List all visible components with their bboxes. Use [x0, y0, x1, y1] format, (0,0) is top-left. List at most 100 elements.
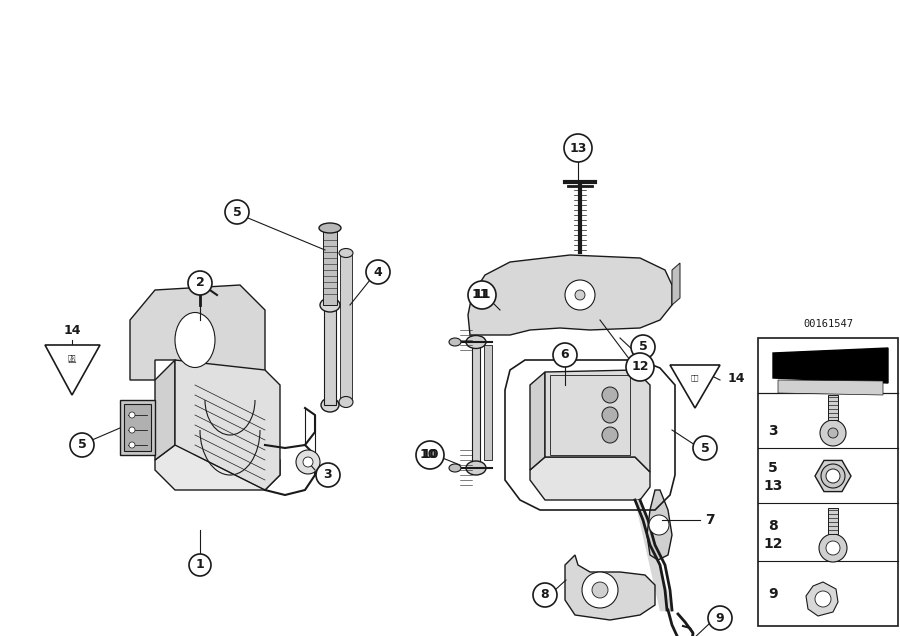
- Text: 2: 2: [195, 277, 204, 289]
- Circle shape: [564, 134, 592, 162]
- Polygon shape: [340, 255, 352, 400]
- Polygon shape: [45, 345, 100, 395]
- Circle shape: [815, 591, 831, 607]
- Polygon shape: [806, 582, 838, 616]
- Text: 11: 11: [472, 289, 489, 301]
- Circle shape: [565, 280, 595, 310]
- Text: ক্: ক্: [68, 355, 76, 361]
- Circle shape: [602, 407, 618, 423]
- Text: 13: 13: [570, 141, 587, 155]
- Text: 5: 5: [77, 438, 86, 452]
- Text: 10: 10: [419, 448, 436, 462]
- Circle shape: [626, 353, 654, 381]
- FancyBboxPatch shape: [758, 338, 898, 626]
- Polygon shape: [130, 285, 265, 400]
- Circle shape: [828, 428, 838, 438]
- Circle shape: [826, 469, 840, 483]
- Ellipse shape: [466, 336, 486, 349]
- Circle shape: [826, 541, 840, 555]
- Circle shape: [468, 281, 496, 309]
- Ellipse shape: [321, 398, 339, 412]
- Circle shape: [316, 463, 340, 487]
- Text: 4: 4: [374, 265, 382, 279]
- Text: 11: 11: [473, 289, 491, 301]
- Text: 13: 13: [763, 479, 783, 493]
- Circle shape: [416, 441, 444, 469]
- Polygon shape: [324, 310, 336, 405]
- Text: 1: 1: [195, 558, 204, 572]
- Text: 14: 14: [63, 324, 81, 336]
- Circle shape: [296, 450, 320, 474]
- Polygon shape: [565, 555, 655, 620]
- Circle shape: [188, 271, 212, 295]
- Circle shape: [129, 442, 135, 448]
- Polygon shape: [828, 508, 838, 534]
- Ellipse shape: [339, 396, 353, 408]
- Circle shape: [553, 343, 577, 367]
- Text: 10: 10: [421, 448, 439, 462]
- Circle shape: [303, 457, 313, 467]
- Polygon shape: [828, 395, 838, 420]
- Text: 12: 12: [631, 361, 649, 373]
- Circle shape: [129, 412, 135, 418]
- Ellipse shape: [449, 464, 461, 472]
- Circle shape: [533, 583, 557, 607]
- Ellipse shape: [449, 338, 461, 346]
- Circle shape: [819, 534, 847, 562]
- Text: 5: 5: [232, 205, 241, 219]
- Text: 8: 8: [768, 519, 778, 533]
- Text: 5: 5: [700, 441, 709, 455]
- Circle shape: [366, 260, 390, 284]
- Circle shape: [631, 335, 655, 359]
- Circle shape: [602, 427, 618, 443]
- Circle shape: [70, 433, 94, 457]
- Polygon shape: [530, 372, 545, 470]
- Circle shape: [708, 606, 732, 630]
- Polygon shape: [468, 255, 672, 335]
- Circle shape: [582, 572, 618, 608]
- Ellipse shape: [320, 298, 340, 312]
- Polygon shape: [472, 345, 480, 465]
- Text: 9: 9: [769, 587, 778, 601]
- Text: 7: 7: [705, 513, 715, 527]
- Text: 3: 3: [769, 424, 778, 438]
- Polygon shape: [647, 490, 672, 560]
- Polygon shape: [124, 404, 151, 451]
- Circle shape: [821, 464, 845, 488]
- Polygon shape: [530, 457, 650, 500]
- Polygon shape: [672, 263, 680, 305]
- Polygon shape: [155, 360, 175, 460]
- Circle shape: [820, 420, 846, 446]
- Circle shape: [129, 427, 135, 433]
- Text: 9: 9: [716, 611, 724, 625]
- Circle shape: [189, 554, 211, 576]
- Circle shape: [649, 515, 669, 535]
- Text: 5: 5: [639, 340, 647, 354]
- Ellipse shape: [319, 223, 341, 233]
- Circle shape: [602, 387, 618, 403]
- Text: 5: 5: [768, 461, 778, 475]
- Polygon shape: [120, 400, 155, 455]
- Polygon shape: [773, 348, 888, 383]
- Ellipse shape: [466, 461, 486, 475]
- Circle shape: [693, 436, 717, 460]
- Text: 8: 8: [541, 588, 549, 602]
- Text: ক্: ক্: [691, 375, 699, 382]
- Ellipse shape: [175, 312, 215, 368]
- Ellipse shape: [339, 249, 353, 258]
- Polygon shape: [815, 460, 851, 492]
- Text: 00161547: 00161547: [803, 319, 853, 329]
- Polygon shape: [175, 360, 280, 490]
- Circle shape: [225, 200, 249, 224]
- Circle shape: [575, 290, 585, 300]
- Text: 14: 14: [728, 371, 745, 385]
- Polygon shape: [323, 230, 337, 305]
- Circle shape: [592, 582, 608, 598]
- Polygon shape: [545, 370, 650, 472]
- Text: 12: 12: [763, 537, 783, 551]
- Text: ⚠​​: ⚠​​: [68, 355, 76, 365]
- Polygon shape: [778, 380, 883, 395]
- Polygon shape: [484, 345, 492, 460]
- Polygon shape: [155, 445, 280, 490]
- Text: 6: 6: [561, 349, 570, 361]
